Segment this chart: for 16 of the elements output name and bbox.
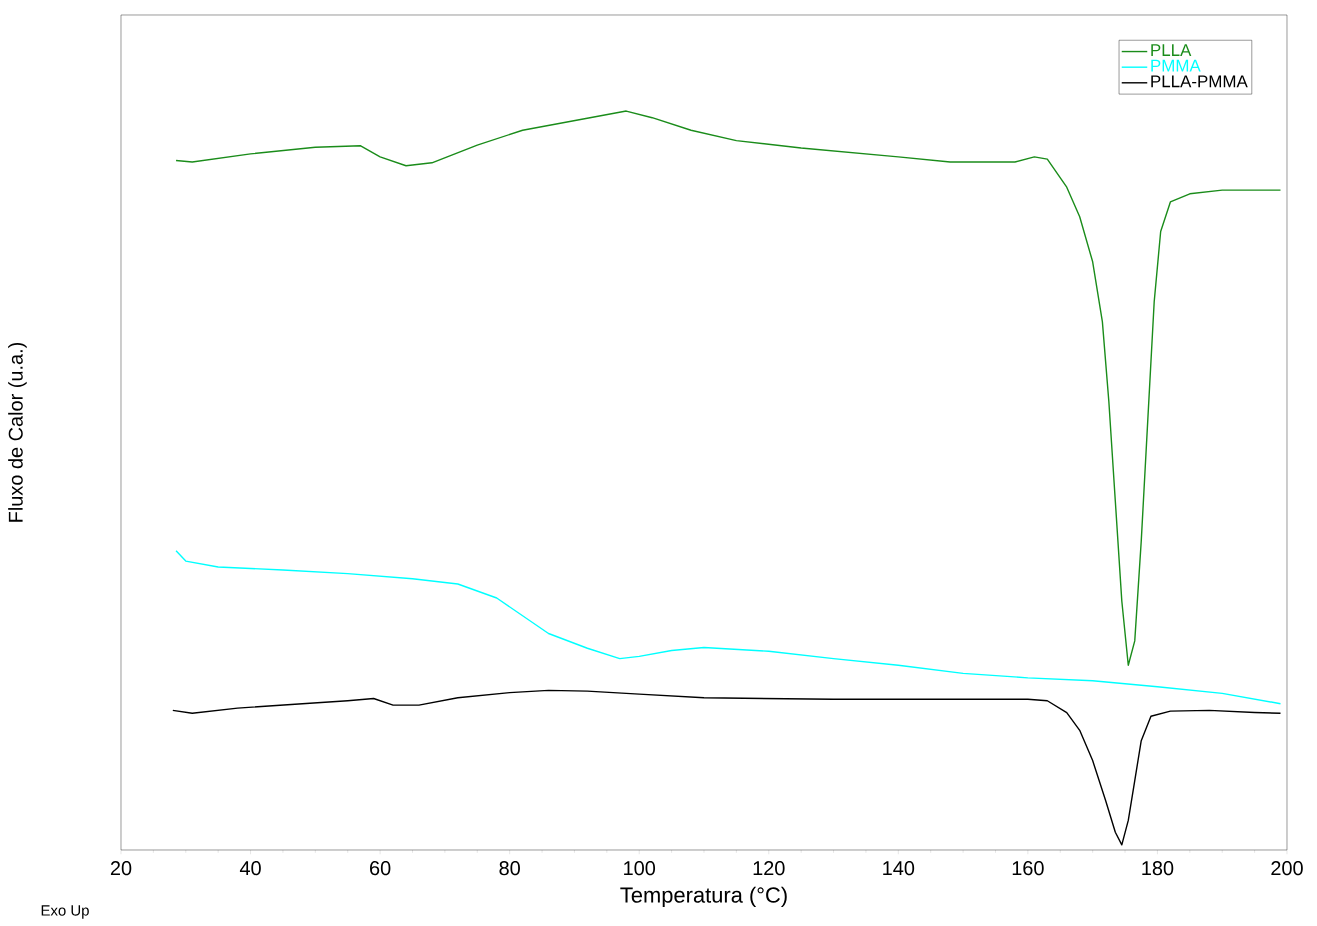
- x-tick-label: 100: [624, 861, 656, 876]
- text: Exo Up: [41, 905, 89, 919]
- y-axis-title: Fluxo de Calor (u.a.): [8, 342, 27, 522]
- legend-label: PMMA: [1151, 59, 1201, 72]
- x-tick-label: 80: [499, 861, 520, 876]
- x-tick-label: 40: [239, 861, 261, 876]
- x-tick-label: 200: [1271, 861, 1303, 876]
- x-tick-label: 140: [883, 861, 915, 876]
- x-axis-title: Temperatura (°C): [620, 886, 787, 908]
- x-tick-label: 160: [1012, 861, 1044, 876]
- x-tick-label: 180: [1142, 861, 1174, 876]
- x-tick-label: 20: [110, 861, 132, 876]
- x-tick-label: 60: [370, 861, 391, 876]
- legend-label: PLLA: [1151, 44, 1192, 56]
- legend-label: PLLA-PMMA: [1151, 75, 1248, 88]
- x-tick-label: 120: [753, 861, 785, 876]
